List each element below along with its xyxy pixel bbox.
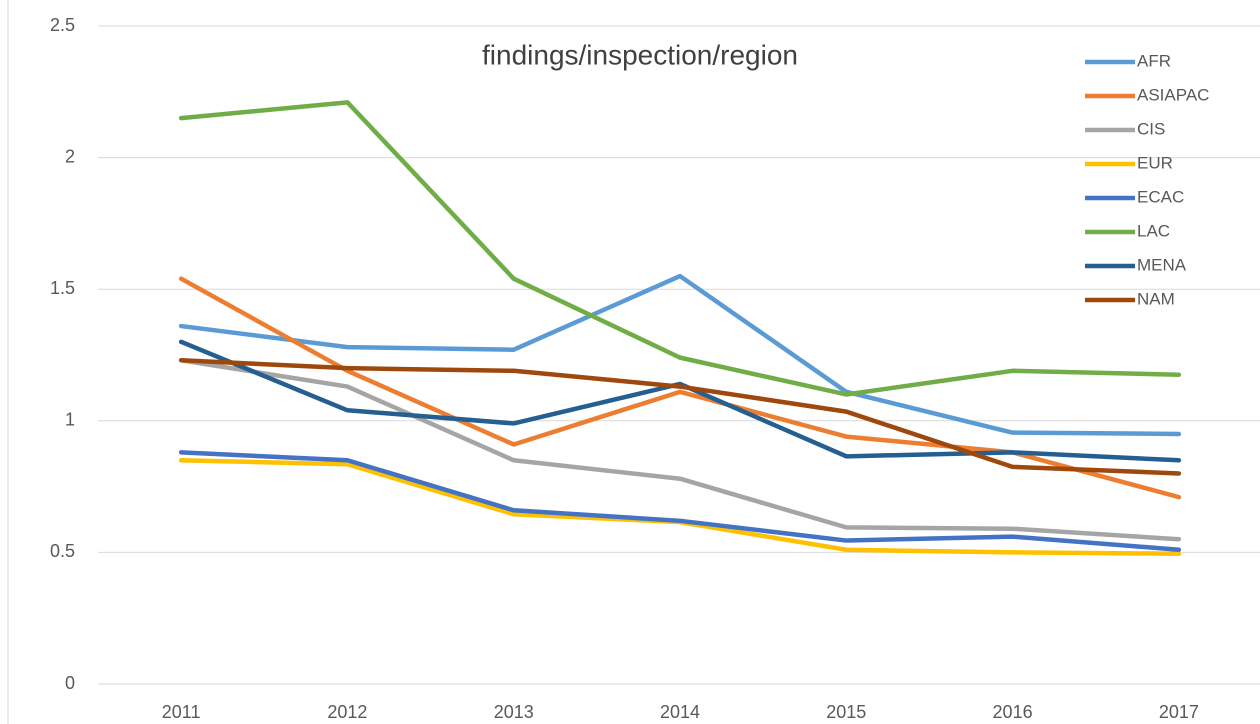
legend-label: CIS xyxy=(1137,119,1165,138)
y-tick-label: 0.5 xyxy=(50,541,75,561)
y-tick-label: 2 xyxy=(65,146,75,166)
x-tick-label: 2016 xyxy=(993,702,1033,722)
y-tick-label: 2.5 xyxy=(50,15,75,35)
y-tick-label: 0 xyxy=(65,673,75,693)
series-line xyxy=(178,339,1182,463)
series-line xyxy=(178,450,1182,553)
series-line xyxy=(178,358,1182,542)
x-tick-label: 2011 xyxy=(162,702,201,722)
series-line xyxy=(178,100,1182,397)
legend-label: AFR xyxy=(1137,51,1171,70)
series-line xyxy=(178,358,1182,476)
x-tick-label: 2013 xyxy=(494,702,534,722)
x-tick-label: 2014 xyxy=(660,702,700,722)
y-tick-label: 1 xyxy=(65,410,75,430)
legend-label: NAM xyxy=(1137,289,1175,308)
chart-title: findings/inspection/region xyxy=(482,39,798,70)
legend-label: EUR xyxy=(1137,153,1173,172)
x-tick-label: 2015 xyxy=(826,702,866,722)
x-tick-label: 2017 xyxy=(1159,702,1199,722)
x-tick-label: 2012 xyxy=(327,702,367,722)
legend-label: ECAC xyxy=(1137,187,1184,206)
legend-label: LAC xyxy=(1137,221,1170,240)
legend-label: MENA xyxy=(1137,255,1187,274)
series-line xyxy=(178,273,1182,437)
legend-label: ASIAPAC xyxy=(1137,85,1209,104)
y-tick-label: 1.5 xyxy=(50,278,75,298)
